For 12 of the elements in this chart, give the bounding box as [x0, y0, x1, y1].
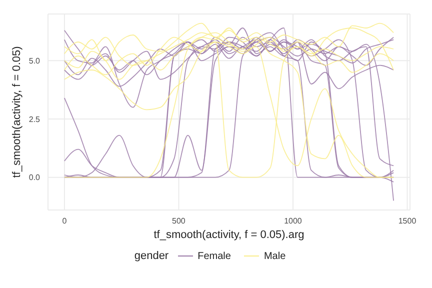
x-tick-label: 0 — [62, 216, 68, 226]
legend-title: gender — [134, 250, 169, 262]
x-tick-label: 500 — [172, 216, 186, 226]
y-tick-label: 0.0 — [28, 173, 41, 182]
legend-label: Male — [264, 250, 286, 262]
y-tick-label: 2.5 — [28, 114, 41, 124]
x-tick-label: 1500 — [398, 216, 417, 226]
x-tick-label: 1000 — [284, 216, 302, 226]
y-tick-label: 5.0 — [28, 56, 41, 66]
x-axis-title: tf_smooth(activity, f = 0.05).arg — [154, 229, 304, 241]
y-axis-title: tf_smooth(activity, f = 0.05) — [10, 46, 23, 178]
legend-label: Female — [198, 250, 231, 262]
